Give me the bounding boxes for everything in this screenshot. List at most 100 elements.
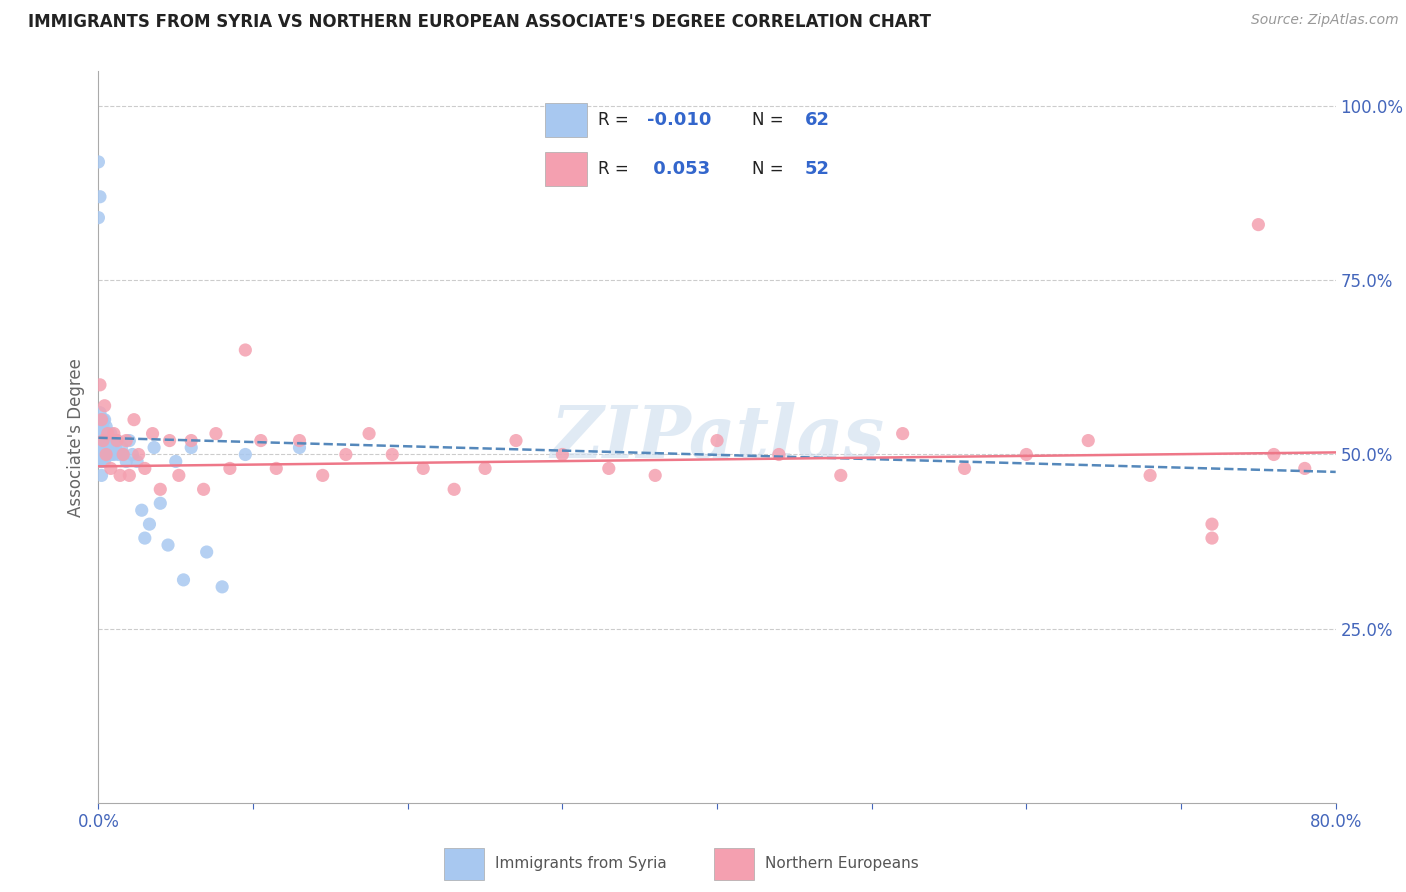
Point <box>149 496 172 510</box>
Point <box>91 454 114 468</box>
Point <box>89 406 111 420</box>
Point <box>149 483 172 497</box>
FancyBboxPatch shape <box>714 848 754 880</box>
Point <box>100 461 122 475</box>
Point <box>105 434 128 448</box>
Point <box>89 434 111 448</box>
Point <box>89 412 111 426</box>
Point <box>89 419 111 434</box>
Point <box>90 448 112 462</box>
Point <box>195 545 218 559</box>
Point <box>357 426 380 441</box>
Point <box>219 461 242 475</box>
Point <box>1015 448 1038 462</box>
FancyBboxPatch shape <box>544 103 588 136</box>
Point <box>474 461 496 475</box>
Point <box>159 434 181 448</box>
Point <box>830 468 852 483</box>
Text: N =: N = <box>752 111 783 128</box>
Point <box>211 580 233 594</box>
Point <box>1263 448 1285 462</box>
Point <box>891 426 914 441</box>
Y-axis label: Associate's Degree: Associate's Degree <box>67 358 86 516</box>
Point <box>105 434 128 448</box>
Point <box>288 434 311 448</box>
Text: ZIPatlas: ZIPatlas <box>550 401 884 473</box>
Text: N =: N = <box>752 160 783 178</box>
Point <box>193 483 215 497</box>
Point <box>134 531 156 545</box>
Point <box>127 454 149 468</box>
Point <box>165 454 187 468</box>
Point <box>107 448 129 462</box>
Point <box>205 426 228 441</box>
Point <box>505 434 527 448</box>
Point <box>89 377 111 392</box>
Point <box>1201 531 1223 545</box>
Point <box>1294 461 1316 475</box>
Point <box>180 441 202 455</box>
Point <box>143 441 166 455</box>
Point <box>112 448 135 462</box>
Point <box>138 517 160 532</box>
Point <box>91 419 114 434</box>
Point <box>122 412 145 426</box>
Point <box>412 461 434 475</box>
Point <box>103 434 125 448</box>
Text: R =: R = <box>598 160 628 178</box>
Point <box>98 434 121 448</box>
Text: 52: 52 <box>804 160 830 178</box>
Point <box>103 426 125 441</box>
Point <box>128 448 150 462</box>
Point <box>115 434 138 448</box>
Point <box>443 483 465 497</box>
Point <box>134 461 156 475</box>
Point <box>90 468 112 483</box>
FancyBboxPatch shape <box>544 153 588 186</box>
Point <box>121 448 143 462</box>
Point <box>104 441 127 455</box>
Point <box>1201 517 1223 532</box>
Point <box>100 426 122 441</box>
Point <box>90 434 112 448</box>
Point <box>115 454 138 468</box>
Point <box>91 434 114 448</box>
Point <box>90 412 112 426</box>
Point <box>100 448 122 462</box>
Point <box>90 454 112 468</box>
Point <box>157 538 180 552</box>
Point <box>235 448 257 462</box>
Point <box>173 573 195 587</box>
Point <box>108 468 131 483</box>
Point <box>142 426 165 441</box>
Point <box>381 448 404 462</box>
Text: -0.010: -0.010 <box>647 111 711 128</box>
Point <box>97 426 120 441</box>
Point <box>89 426 111 441</box>
Point <box>118 434 141 448</box>
Text: 0.053: 0.053 <box>647 160 710 178</box>
Point <box>112 448 135 462</box>
Point <box>644 468 666 483</box>
Point <box>250 434 273 448</box>
Point <box>93 412 115 426</box>
Point <box>87 211 110 225</box>
Point <box>89 441 111 455</box>
Point <box>312 468 335 483</box>
Point <box>706 434 728 448</box>
Point <box>103 448 125 462</box>
Point <box>89 190 111 204</box>
Point <box>91 434 114 448</box>
Text: Northern Europeans: Northern Europeans <box>765 855 918 871</box>
Point <box>90 426 112 441</box>
Point <box>96 448 118 462</box>
Point <box>953 461 976 475</box>
Point <box>93 399 115 413</box>
Point <box>131 503 153 517</box>
Point <box>96 434 118 448</box>
Point <box>93 426 115 441</box>
Point <box>167 468 190 483</box>
Point <box>118 468 141 483</box>
Point <box>97 426 120 441</box>
Point <box>87 155 110 169</box>
